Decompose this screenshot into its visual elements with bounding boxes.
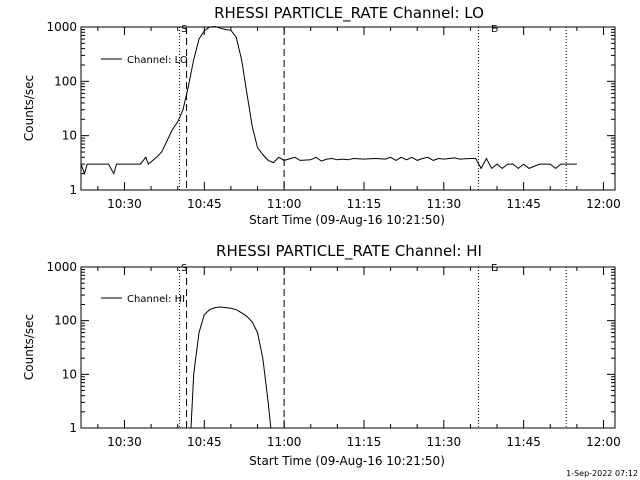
y-tick-label: 1 — [69, 421, 77, 435]
y-tick-label: 100 — [54, 74, 77, 88]
x-tick-label: 11:15 — [347, 435, 382, 449]
x-tick-label: 11:00 — [267, 197, 302, 211]
y-tick-label: 1 — [69, 183, 77, 197]
series-line — [80, 25, 577, 176]
x-tick-label: 12:00 — [586, 197, 621, 211]
x-tick-label: 11:45 — [506, 197, 541, 211]
y-tick-label: 1000 — [46, 260, 77, 274]
x-tick-label: 10:30 — [107, 435, 142, 449]
chart-title: RHESSI PARTICLE_RATE Channel: HI — [216, 242, 482, 261]
marker-label-start: S — [181, 24, 187, 35]
plot-frame — [80, 26, 616, 191]
x-tick-label: 11:00 — [267, 435, 302, 449]
y-tick-label: 1000 — [46, 20, 77, 34]
x-axis-label: Start Time (09-Aug-16 10:21:50) — [249, 213, 445, 227]
y-axis-label: Counts/sec — [22, 314, 36, 380]
x-tick-label: 11:15 — [347, 197, 382, 211]
chart-panel-hi: RHESSI PARTICLE_RATE Channel: HI Counts/… — [22, 242, 621, 468]
x-tick-label: 11:45 — [506, 435, 541, 449]
x-axis-label: Start Time (09-Aug-16 10:21:50) — [249, 454, 445, 468]
marker-label-end: E — [491, 24, 497, 35]
y-tick-label: 10 — [62, 367, 77, 381]
x-tick-label: 11:30 — [427, 197, 462, 211]
y-tick-label: 10 — [62, 129, 77, 143]
marker-label-start: S — [181, 263, 187, 274]
y-axis-label: Counts/sec — [22, 75, 36, 141]
legend-label: Channel: LO — [127, 55, 188, 66]
footer-timestamp: 1-Sep-2022 07:12 — [566, 469, 638, 478]
legend-label: Channel: HI — [127, 294, 185, 305]
chart-panel-lo: RHESSI PARTICLE_RATE Channel: LO Counts/… — [22, 4, 621, 227]
chart-title: RHESSI PARTICLE_RATE Channel: LO — [214, 4, 484, 23]
x-tick-label: 11:30 — [427, 435, 462, 449]
x-tick-label: 12:00 — [586, 435, 621, 449]
x-tick-label: 10:45 — [187, 435, 222, 449]
y-tick-label: 100 — [54, 314, 77, 328]
marker-label-end: E — [491, 263, 497, 274]
plot-frame — [80, 266, 616, 429]
series-line — [190, 306, 272, 429]
x-tick-label: 10:45 — [187, 197, 222, 211]
x-tick-label: 10:30 — [107, 197, 142, 211]
